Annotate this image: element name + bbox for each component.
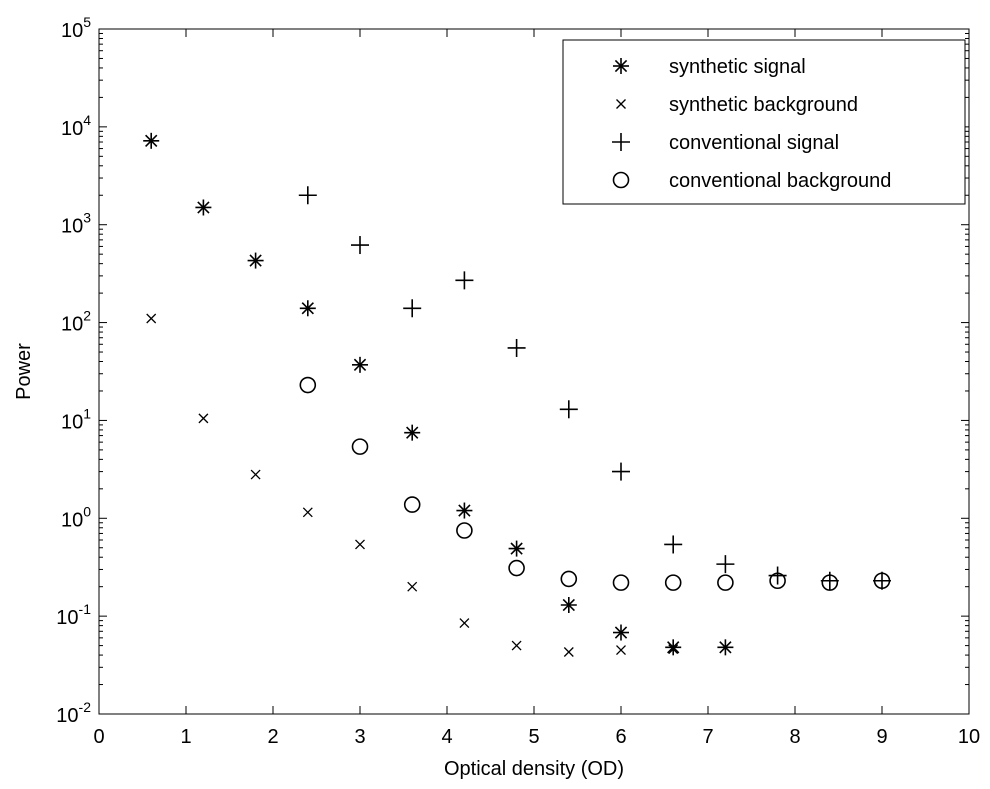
conventional-signal-point <box>403 299 422 318</box>
synthetic-signal-point <box>665 639 682 656</box>
x-tick-label: 5 <box>528 726 539 748</box>
y-tick-label: 104 <box>61 112 91 140</box>
synthetic-signal-point <box>613 624 629 641</box>
data-marks <box>143 132 891 657</box>
synthetic-signal-point <box>456 502 473 519</box>
conventional-signal-point <box>716 555 735 574</box>
x-tick-label: 9 <box>876 726 887 748</box>
conventional-signal-point <box>559 400 578 419</box>
conventional-signal-point <box>507 338 526 357</box>
x-tick-label: 10 <box>958 726 980 748</box>
y-tick-label: 103 <box>61 210 91 238</box>
synthetic-background-point <box>302 507 313 518</box>
synthetic-signal-point <box>247 252 264 269</box>
conventional-background-point <box>717 574 734 591</box>
synthetic-background-point <box>355 539 365 550</box>
conventional-signal-point <box>455 271 474 290</box>
conventional-background-point <box>769 572 786 590</box>
synthetic-signal-point <box>508 540 525 557</box>
legend: synthetic signal synthetic background conv… <box>562 39 966 205</box>
conventional-background-point <box>821 574 839 591</box>
y-tick-label: 105 <box>61 14 91 42</box>
legend-entry-label: synthetic background <box>669 94 858 116</box>
conventional-signal-point <box>873 571 891 590</box>
x-tick-label: 4 <box>441 726 452 748</box>
synthetic-signal-point <box>717 639 734 656</box>
x-tick-label: 3 <box>354 726 365 748</box>
synthetic-background-point <box>250 469 261 480</box>
conventional-background-point <box>612 574 630 591</box>
conventional-signal-point <box>351 236 369 255</box>
legend-entry-label: conventional signal <box>669 132 839 154</box>
conventional-background-point <box>351 438 369 455</box>
legend-entry-label: synthetic signal <box>669 56 806 78</box>
x-tick-label: 2 <box>267 726 278 748</box>
synthetic-background-point <box>563 647 574 657</box>
conventional-background-point <box>664 574 682 591</box>
synthetic-background-point <box>146 313 157 324</box>
conventional-signal-point <box>612 462 630 481</box>
y-tick-label: 10-1 <box>56 601 91 629</box>
x-tick-label: 1 <box>180 726 191 748</box>
conventional-signal-point <box>298 186 317 205</box>
synthetic-background-point <box>616 645 626 656</box>
x-axis-title: Optical density (OD) <box>444 758 624 780</box>
y-tick-label: 10-2 <box>56 699 91 727</box>
synthetic-background-point <box>459 618 470 629</box>
x-tick-label: 0 <box>93 726 104 748</box>
conventional-signal-point <box>664 535 683 554</box>
x-tick-label: 6 <box>615 726 626 748</box>
synthetic-background-point <box>668 644 679 655</box>
conventional-background-point <box>299 376 317 394</box>
y-tick-label: 101 <box>61 405 91 433</box>
legend-marker-conventional-background <box>612 171 630 189</box>
synthetic-background-point <box>198 413 209 424</box>
synthetic-signal-point <box>404 424 421 441</box>
legend-entry-label: conventional background <box>669 170 891 192</box>
y-tick-label: 102 <box>61 308 91 336</box>
y-tick-label: 100 <box>61 503 91 531</box>
legend-marker-conventional-signal <box>612 133 630 151</box>
conventional-background-point <box>456 522 473 539</box>
synthetic-signal-point <box>560 596 577 613</box>
legend-box <box>562 39 966 205</box>
synthetic-signal-point <box>299 300 316 317</box>
axes: 0 1 2 3 4 5 6 7 8 9 10 10-2 10-1 100 101 102 103 104 105 <box>56 14 980 748</box>
synthetic-background-point <box>407 581 418 592</box>
conventional-background-point <box>873 572 891 590</box>
x-tick-label: 8 <box>789 726 800 748</box>
legend-marker-synthetic-signal <box>613 58 629 74</box>
synthetic-signal-point <box>352 356 368 373</box>
conventional-background-point <box>508 559 525 577</box>
legend-marker-synthetic-background <box>616 99 626 109</box>
synthetic-background-point <box>511 640 522 651</box>
x-tick-label: 7 <box>702 726 713 748</box>
synthetic-signal-point <box>195 199 212 216</box>
conventional-background-point <box>560 570 578 588</box>
conventional-background-point <box>403 496 421 513</box>
y-axis-title: Power <box>13 343 35 400</box>
synthetic-signal-point <box>143 132 160 149</box>
